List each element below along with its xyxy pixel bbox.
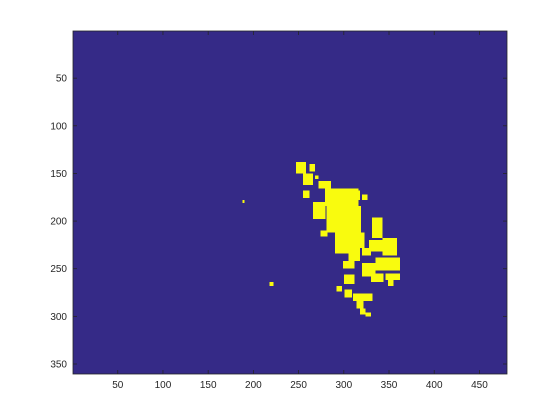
foreground-region xyxy=(242,200,245,203)
foreground-region xyxy=(356,301,364,309)
foreground-region xyxy=(314,175,319,180)
foreground-region xyxy=(370,273,384,283)
x-tick-label: 400 xyxy=(426,380,443,391)
x-tick-label: 350 xyxy=(381,380,398,391)
axes: 50 100 150 200 250 300 350 400 450 50 100 150 200 250… xyxy=(50,30,508,391)
foreground-region xyxy=(348,253,361,262)
y-tick-label: 50 xyxy=(56,74,68,85)
foreground-region xyxy=(382,238,398,256)
foreground-region xyxy=(320,230,328,237)
y-tick-label: 300 xyxy=(50,312,67,323)
foreground-region xyxy=(309,163,315,172)
x-tick-label: 250 xyxy=(290,380,307,391)
y-tick-label: 200 xyxy=(50,217,67,228)
foreground-region xyxy=(352,190,361,201)
foreground-region xyxy=(313,205,319,214)
foreground-region xyxy=(361,247,371,256)
x-tick-label: 200 xyxy=(245,380,262,391)
foreground-region xyxy=(344,289,352,298)
foreground-region xyxy=(360,308,366,315)
foreground-region xyxy=(361,194,368,201)
y-tick-label: 150 xyxy=(50,169,67,180)
axes-box xyxy=(72,30,508,375)
foreground-region xyxy=(324,188,359,206)
foreground-region xyxy=(318,181,332,189)
foreground-region xyxy=(365,312,371,317)
foreground-region xyxy=(342,261,355,269)
foreground-region xyxy=(360,232,365,248)
foreground-region xyxy=(295,162,306,174)
plot-area xyxy=(73,31,507,374)
foreground-region xyxy=(269,282,274,286)
foreground-region xyxy=(361,263,376,277)
foreground-region xyxy=(343,274,355,284)
x-tick-label: 450 xyxy=(471,380,488,391)
foreground-region xyxy=(326,205,361,233)
foreground-region xyxy=(388,280,394,286)
x-tick-label: 50 xyxy=(112,380,124,391)
foreground-region xyxy=(303,173,314,185)
foreground-region xyxy=(303,190,310,199)
foreground-region xyxy=(371,217,383,239)
x-tick-label: 100 xyxy=(155,380,172,391)
foreground-region xyxy=(385,273,400,281)
y-tick-label: 100 xyxy=(50,121,67,132)
foreground-region xyxy=(375,257,400,271)
foreground-region xyxy=(369,240,394,252)
y-tick-label: 250 xyxy=(50,264,67,275)
image-background xyxy=(73,31,507,374)
foreground-region xyxy=(334,232,361,254)
foreground-region xyxy=(352,293,373,302)
x-tick-label: 150 xyxy=(200,380,217,391)
y-tick-label: 350 xyxy=(50,359,67,370)
foreground-region xyxy=(336,285,342,292)
x-tick-label: 300 xyxy=(335,380,352,391)
